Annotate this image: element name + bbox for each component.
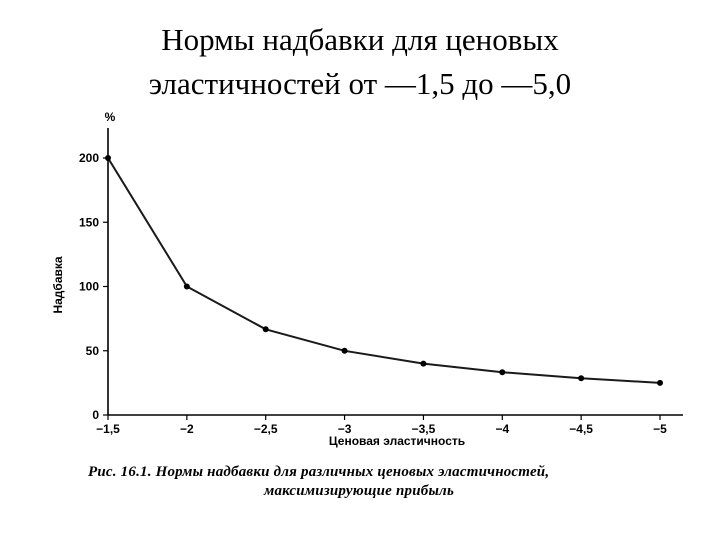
series-line: [107, 157, 661, 384]
x-tick-label: −4: [495, 422, 509, 436]
data-point: [262, 326, 269, 333]
figure-caption: Рис. 16.1. Нормы надбавки для различных …: [88, 463, 688, 501]
y-tick-label: 50: [86, 344, 100, 358]
slide-title-line-2: эластичностей от —1,5 до —5,0: [148, 66, 572, 101]
data-point: [105, 155, 111, 161]
y-axis-label: Надбавка: [51, 256, 65, 313]
y-ticks: 0 50 100 150 200: [79, 151, 108, 422]
data-point: [657, 379, 663, 386]
x-axis-label: Ценовая эластичность: [329, 434, 465, 448]
slide-title-line-1: Нормы надбавки для ценовых: [161, 22, 559, 57]
data-point: [578, 375, 585, 382]
x-tick-label: −4,5: [569, 422, 593, 436]
y-tick-label: 200: [79, 151, 99, 165]
y-tick-label: 100: [79, 280, 99, 294]
x-tick-label: −5: [653, 422, 667, 436]
data-point: [183, 283, 190, 290]
x-tick-label: −1,5: [96, 422, 120, 436]
slide-title: Нормы надбавки для ценовых эластичностей…: [0, 18, 720, 106]
data-point: [420, 360, 427, 367]
data-point: [341, 347, 348, 354]
y-unit-label: %: [105, 110, 116, 124]
x-tick-label: −3: [338, 422, 352, 436]
x-ticks: −1,5 −2 −2,5 −3 −3,5 −4 −4,5 −5: [96, 415, 667, 436]
data-points: [105, 155, 663, 386]
y-tick-label: 150: [79, 215, 99, 229]
x-tick-label: −2,5: [254, 422, 278, 436]
caption-line-2: максимизирующие прибыль: [264, 483, 455, 499]
y-tick-label: 0: [92, 408, 99, 422]
chart-axes: [107, 128, 683, 416]
data-point: [499, 369, 506, 376]
x-tick-label: −2: [180, 422, 194, 436]
caption-line-1: Рис. 16.1. Нормы надбавки для различных …: [88, 464, 550, 480]
x-tick-label: −3,5: [412, 422, 436, 436]
